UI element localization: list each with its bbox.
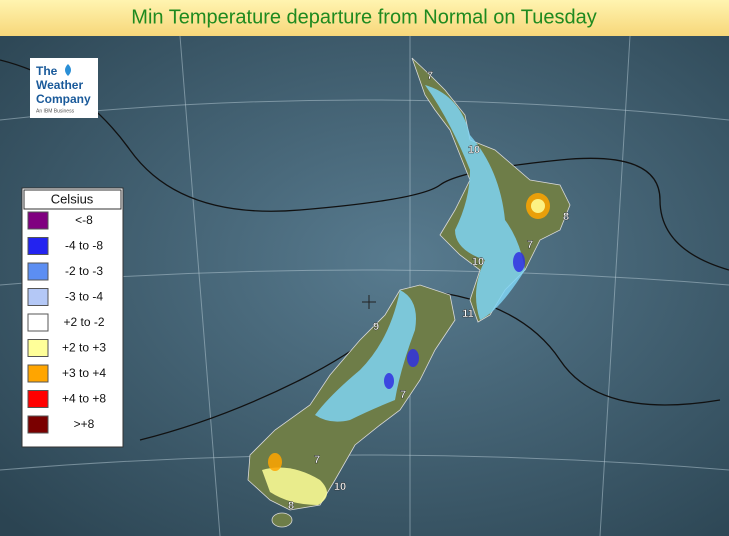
map-label: 10 xyxy=(468,144,480,156)
logo-text: Weather xyxy=(36,78,83,92)
legend-swatch xyxy=(27,288,49,306)
logo-drop xyxy=(65,64,71,76)
graticule xyxy=(0,35,729,536)
legend-swatch xyxy=(27,415,49,434)
legend-label: -2 to -3 xyxy=(65,264,103,278)
map-label: 9 xyxy=(373,321,379,333)
map-label: 8 xyxy=(563,211,569,223)
legend-label: +4 to +8 xyxy=(62,392,106,406)
legend-swatch xyxy=(27,390,49,408)
map-label: 7 xyxy=(527,239,533,251)
legend-label: -4 to -8 xyxy=(65,239,103,253)
legend-label: +3 to +4 xyxy=(62,366,106,380)
crosshair xyxy=(362,295,376,309)
legend-label: +2 to +3 xyxy=(62,341,106,355)
legend-swatch xyxy=(27,211,49,230)
logo-text: The xyxy=(36,64,58,78)
legend-swatch xyxy=(27,262,49,281)
logo-text: Company xyxy=(36,92,91,106)
map-label: 7 xyxy=(427,70,433,82)
map-label: 10 xyxy=(334,481,346,493)
legend-label: -3 to -4 xyxy=(65,290,103,304)
logo-tagline: An IBM Business xyxy=(36,108,75,114)
map-label: 11 xyxy=(462,308,474,320)
anomaly-overlay xyxy=(262,85,550,505)
map-label: 7 xyxy=(314,454,320,466)
legend-title: Celsius xyxy=(51,191,94,206)
legend-title-box xyxy=(23,189,122,210)
title-bar xyxy=(0,0,729,36)
legend-label: +2 to -2 xyxy=(63,315,104,329)
map-label: 7 xyxy=(400,389,406,401)
legend-label: <-8 xyxy=(75,213,93,227)
legend-swatch xyxy=(27,339,49,357)
legend-label: >+8 xyxy=(74,417,95,431)
legend-swatch xyxy=(27,237,49,255)
title: Min Temperature departure from Normal on… xyxy=(131,6,596,28)
map-label: 10 xyxy=(472,256,484,268)
legend-swatch xyxy=(27,313,49,332)
map-label: 8 xyxy=(288,500,294,512)
logo-box xyxy=(30,58,98,118)
legend-swatch xyxy=(27,364,49,383)
